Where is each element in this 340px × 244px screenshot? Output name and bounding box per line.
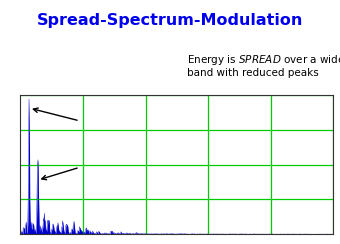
Text: Spread-Spectrum-Modulation: Spread-Spectrum-Modulation <box>37 13 303 28</box>
Text: Energy is $\it{SPREAD}$ over a wider
band with reduced peaks: Energy is $\it{SPREAD}$ over a wider ban… <box>187 53 340 78</box>
